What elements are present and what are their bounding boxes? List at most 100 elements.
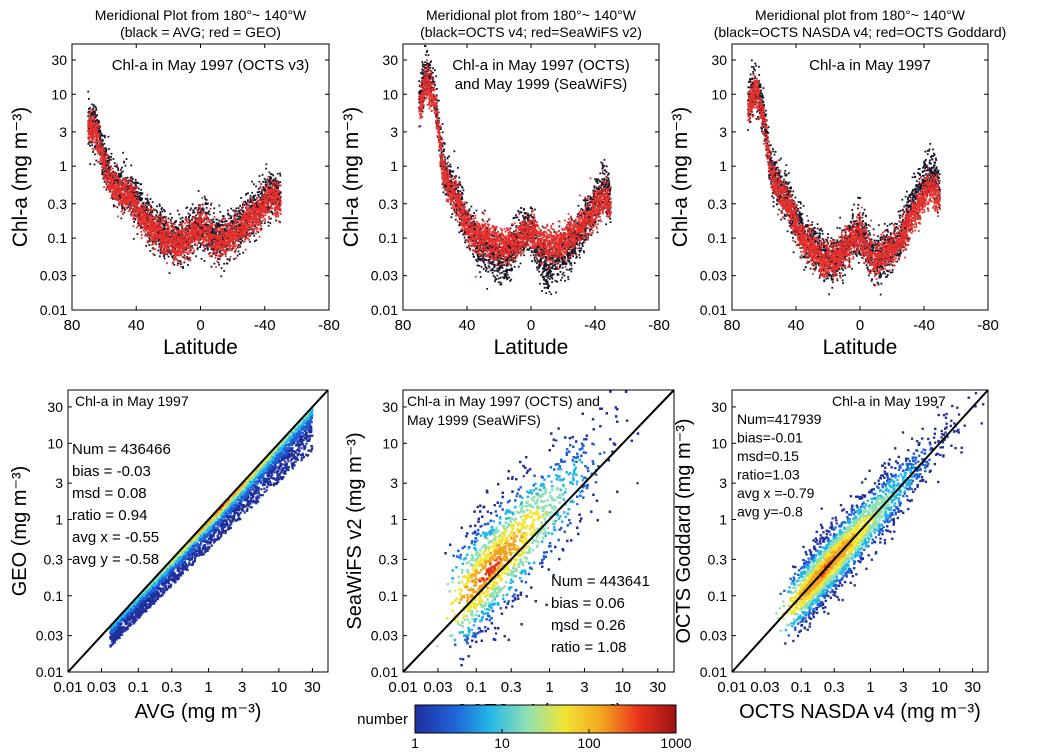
data-point bbox=[140, 189, 142, 191]
data-point bbox=[204, 260, 206, 262]
data-point bbox=[221, 219, 223, 221]
data-point bbox=[265, 180, 267, 182]
data-point bbox=[204, 196, 206, 198]
data-point bbox=[147, 235, 149, 237]
data-point bbox=[113, 173, 115, 175]
data-point bbox=[265, 182, 267, 184]
data-point bbox=[278, 191, 280, 193]
data-point bbox=[214, 216, 216, 218]
data-point bbox=[261, 209, 263, 211]
data-point bbox=[176, 260, 178, 262]
data-point bbox=[181, 222, 183, 224]
data-point bbox=[199, 208, 201, 210]
data-point bbox=[263, 202, 265, 204]
data-point bbox=[251, 231, 253, 233]
data-point bbox=[144, 216, 146, 218]
data-point bbox=[263, 197, 265, 199]
data-point bbox=[192, 247, 194, 249]
data-point bbox=[152, 253, 154, 255]
data-point bbox=[274, 185, 276, 187]
data-point bbox=[112, 168, 114, 170]
data-point bbox=[255, 222, 257, 224]
data-point bbox=[105, 151, 107, 153]
data-point bbox=[101, 149, 103, 151]
data-point bbox=[181, 225, 183, 227]
data-point bbox=[198, 210, 200, 212]
data-point bbox=[253, 208, 255, 210]
data-point bbox=[177, 210, 179, 212]
data-point bbox=[218, 205, 220, 207]
data-point bbox=[190, 207, 192, 209]
data-point bbox=[268, 216, 270, 218]
data-point bbox=[161, 210, 163, 212]
data-point bbox=[229, 239, 231, 241]
data-point bbox=[98, 148, 100, 150]
data-point bbox=[258, 223, 260, 225]
data-point bbox=[265, 195, 267, 197]
data-point bbox=[117, 169, 119, 171]
data-point bbox=[263, 205, 265, 207]
data-point bbox=[132, 182, 134, 184]
data-point bbox=[137, 207, 139, 209]
data-point bbox=[212, 253, 214, 255]
data-point bbox=[118, 173, 120, 175]
data-point bbox=[146, 194, 148, 196]
data-point bbox=[121, 208, 123, 210]
data-point bbox=[268, 171, 270, 173]
data-point bbox=[251, 208, 253, 210]
data-point bbox=[242, 252, 244, 254]
data-point bbox=[127, 193, 129, 195]
data-point bbox=[147, 211, 149, 213]
data-point bbox=[252, 233, 254, 235]
data-point bbox=[236, 244, 238, 246]
data-point bbox=[226, 231, 228, 233]
data-point bbox=[189, 209, 191, 211]
data-point bbox=[150, 198, 152, 200]
data-point bbox=[234, 210, 236, 212]
data-point bbox=[215, 257, 217, 259]
data-point bbox=[267, 197, 269, 199]
data-point bbox=[110, 165, 112, 167]
data-point bbox=[185, 207, 187, 209]
data-point bbox=[144, 208, 146, 210]
data-point bbox=[193, 239, 195, 241]
data-point bbox=[269, 192, 271, 194]
data-point bbox=[157, 225, 159, 227]
data-point bbox=[144, 228, 146, 230]
data-point bbox=[261, 191, 263, 193]
data-point bbox=[145, 202, 147, 204]
data-point bbox=[94, 164, 96, 166]
data-point bbox=[191, 237, 193, 239]
data-point bbox=[101, 169, 103, 171]
data-point bbox=[228, 218, 230, 220]
data-point bbox=[249, 227, 251, 229]
data-point bbox=[243, 213, 245, 215]
data-point bbox=[196, 245, 198, 247]
data-point bbox=[221, 235, 223, 237]
data-point bbox=[187, 242, 189, 244]
data-point bbox=[247, 210, 249, 212]
data-point bbox=[251, 181, 253, 183]
data-point bbox=[112, 179, 114, 181]
data-point bbox=[115, 174, 117, 176]
data-point bbox=[176, 258, 178, 260]
data-point bbox=[173, 239, 175, 241]
data-point bbox=[277, 180, 279, 182]
data-point bbox=[140, 231, 142, 233]
data-point bbox=[257, 200, 259, 202]
data-point bbox=[108, 136, 110, 138]
data-point bbox=[107, 163, 109, 165]
data-point bbox=[123, 161, 125, 163]
data-point bbox=[251, 192, 253, 194]
data-point bbox=[150, 210, 152, 212]
data-point bbox=[94, 142, 96, 144]
data-point bbox=[202, 228, 204, 230]
data-point bbox=[280, 185, 282, 187]
data-point bbox=[122, 183, 124, 185]
data-point bbox=[248, 208, 250, 210]
data-point bbox=[142, 223, 144, 225]
data-point bbox=[210, 248, 212, 250]
data-point bbox=[135, 214, 137, 216]
data-point bbox=[174, 228, 176, 230]
data-point bbox=[260, 203, 262, 205]
